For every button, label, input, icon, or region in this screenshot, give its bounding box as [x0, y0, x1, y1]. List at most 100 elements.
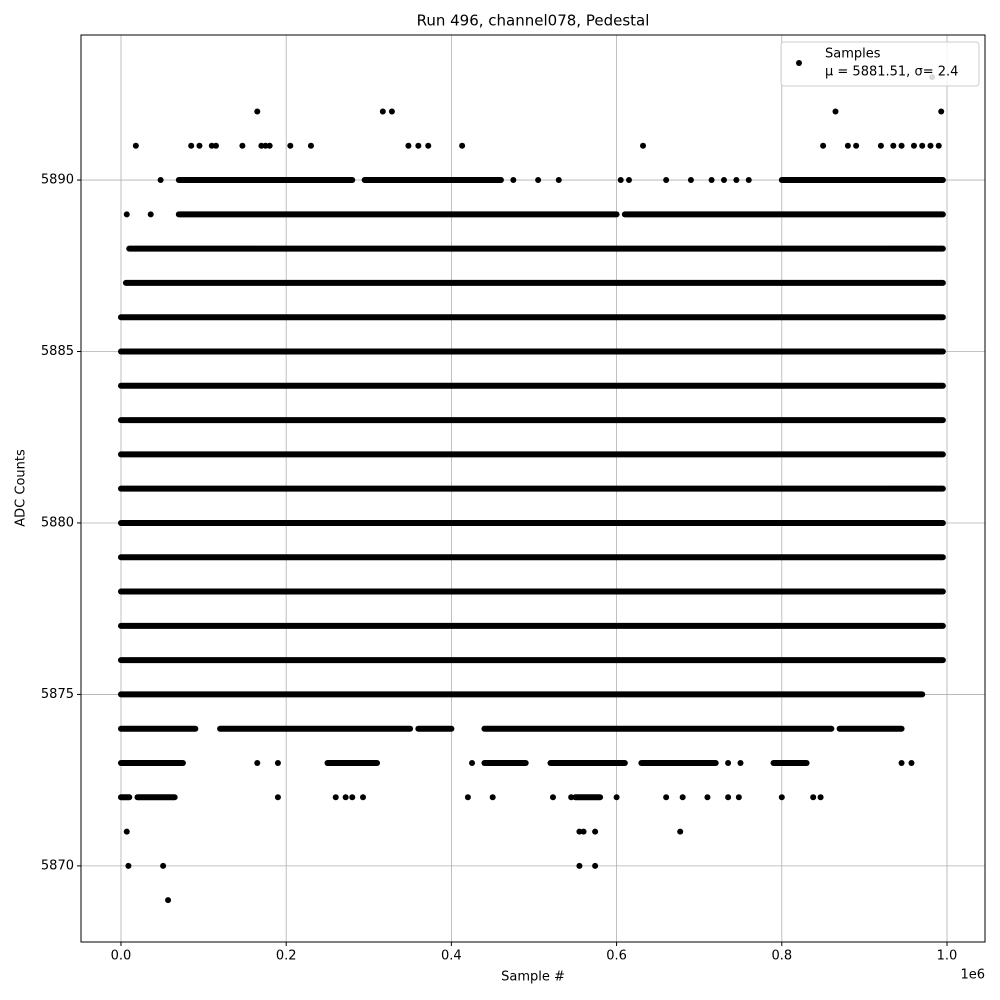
point [745, 177, 752, 184]
point [165, 897, 172, 904]
x-axis-label: Sample # [501, 970, 565, 985]
x-offset-label: 1e6 [960, 968, 985, 983]
point [778, 794, 785, 801]
point [258, 142, 265, 149]
point [679, 794, 686, 801]
y-axis-label: ADC Counts [14, 449, 29, 527]
point [737, 760, 744, 767]
point [935, 142, 942, 149]
point [332, 794, 339, 801]
y-tick-label: 5875 [41, 687, 74, 702]
y-tick-label: 5885 [41, 344, 74, 359]
x-tick-label: 0.8 [771, 949, 792, 964]
point [535, 177, 542, 184]
point [832, 108, 839, 115]
x-tick-label: 0.6 [606, 949, 627, 964]
point [459, 142, 466, 149]
point [266, 142, 273, 149]
point [625, 177, 632, 184]
point [196, 142, 203, 149]
legend-box [780, 41, 980, 87]
point [687, 177, 694, 184]
point [592, 862, 599, 869]
point [733, 177, 740, 184]
point [910, 142, 917, 149]
point [160, 862, 167, 869]
y-tick-label: 5870 [41, 858, 74, 873]
point [307, 142, 314, 149]
point [890, 142, 897, 149]
point [576, 862, 583, 869]
point [592, 828, 599, 835]
point [919, 142, 926, 149]
point [735, 794, 742, 801]
point [349, 794, 356, 801]
point [388, 108, 395, 115]
point [898, 142, 905, 149]
point [379, 108, 386, 115]
point [510, 177, 517, 184]
point [254, 108, 261, 115]
point [853, 142, 860, 149]
x-tick-label: 0.2 [276, 949, 297, 964]
point [123, 828, 130, 835]
point [663, 177, 670, 184]
point [123, 211, 130, 218]
point [725, 760, 732, 767]
point [908, 760, 915, 767]
point [342, 794, 349, 801]
point [617, 177, 624, 184]
y-tick-label: 5890 [41, 173, 74, 188]
point [239, 142, 246, 149]
plot-area: 0.0 0.2 0.4 0.6 0.8 1.0 5870 5875 5880 5885 5890 Sa… [41, 34, 986, 964]
point [415, 142, 422, 149]
point [613, 794, 620, 801]
x-tick-label: 0.4 [441, 949, 462, 964]
point [360, 794, 367, 801]
point [704, 794, 711, 801]
point [254, 760, 261, 767]
x-tick-label: 1.0 [937, 949, 958, 964]
point [720, 177, 727, 184]
legend: Samples μ = 5881.51, σ= 2.4 [780, 41, 980, 87]
point [580, 828, 587, 835]
x-tick-label: 0.0 [111, 949, 132, 964]
point [725, 794, 732, 801]
point [274, 760, 281, 767]
point [555, 177, 562, 184]
point [425, 142, 432, 149]
point [677, 828, 684, 835]
point [568, 794, 575, 801]
point [877, 142, 884, 149]
point [640, 142, 647, 149]
point [927, 142, 934, 149]
point [708, 177, 715, 184]
point [147, 211, 154, 218]
point [817, 794, 824, 801]
point [810, 794, 817, 801]
chart-title: Run 496, channel078, Pedestal [417, 12, 650, 30]
point [549, 794, 556, 801]
legend-stats: μ = 5881.51, σ= 2.4 [825, 65, 958, 80]
point [489, 794, 496, 801]
point [208, 142, 215, 149]
legend-label: Samples [825, 47, 881, 62]
point [464, 794, 471, 801]
point [274, 794, 281, 801]
point [938, 108, 945, 115]
point [125, 862, 132, 869]
point [820, 142, 827, 149]
point [576, 828, 583, 835]
y-tick-label: 5880 [41, 515, 74, 530]
point [405, 142, 412, 149]
point [262, 142, 269, 149]
point [469, 760, 476, 767]
plot-frame [80, 34, 986, 943]
point [898, 760, 905, 767]
point [132, 142, 139, 149]
point [287, 142, 294, 149]
point [212, 142, 219, 149]
point [844, 142, 851, 149]
